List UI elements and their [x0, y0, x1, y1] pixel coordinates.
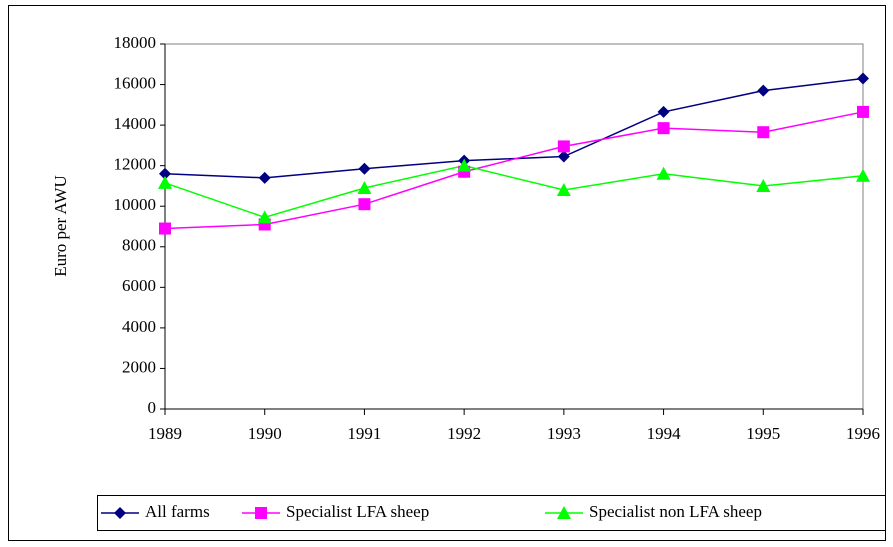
x-tick-label: 1989 [148, 424, 182, 443]
data-point [657, 122, 670, 135]
y-tick-label: 12000 [114, 155, 157, 174]
legend-marker [557, 506, 571, 519]
data-point [857, 72, 869, 85]
x-tick-label: 1993 [547, 424, 581, 443]
legend-label: Specialist LFA sheep [286, 502, 429, 521]
data-point [757, 126, 770, 139]
data-point [457, 158, 472, 172]
data-point [556, 183, 571, 196]
x-tick-label: 1991 [347, 424, 381, 443]
y-tick-label: 0 [148, 398, 157, 417]
data-point [857, 105, 869, 118]
legend-label: All farms [145, 502, 210, 521]
x-tick-label: 1992 [447, 424, 481, 443]
data-point [656, 166, 671, 180]
data-point [257, 210, 272, 224]
x-tick-label: 1996 [846, 424, 880, 443]
y-tick-label: 6000 [122, 276, 156, 295]
data-point [557, 150, 570, 163]
y-axis-label: Euro per AWU [51, 175, 70, 277]
data-point [159, 222, 171, 235]
chart-frame [8, 5, 886, 541]
legend-label: Specialist non LFA sheep [589, 502, 762, 521]
data-point [557, 140, 570, 153]
y-tick-label: 10000 [114, 195, 157, 214]
y-tick-label: 18000 [114, 33, 157, 52]
data-point [657, 105, 670, 118]
y-tick-label: 14000 [114, 114, 157, 133]
x-tick-label: 1990 [248, 424, 282, 443]
data-point [358, 198, 371, 211]
data-point [158, 175, 172, 189]
series-line [164, 164, 864, 219]
x-tick-label: 1994 [647, 424, 682, 443]
legend-frame [97, 495, 886, 531]
x-tick-label: 1995 [746, 424, 780, 443]
series-line [164, 111, 864, 230]
data-point [159, 167, 171, 180]
data-point [358, 162, 371, 175]
y-tick-label: 2000 [122, 357, 156, 376]
data-point [757, 84, 770, 97]
legend-marker [114, 507, 126, 519]
data-point [856, 168, 870, 182]
y-tick-label: 16000 [114, 73, 157, 92]
y-tick-label: 8000 [122, 236, 156, 255]
y-tick-label: 4000 [122, 317, 156, 336]
data-point [756, 178, 771, 192]
data-point [357, 180, 372, 194]
data-point [258, 171, 271, 184]
legend-marker [255, 507, 267, 519]
